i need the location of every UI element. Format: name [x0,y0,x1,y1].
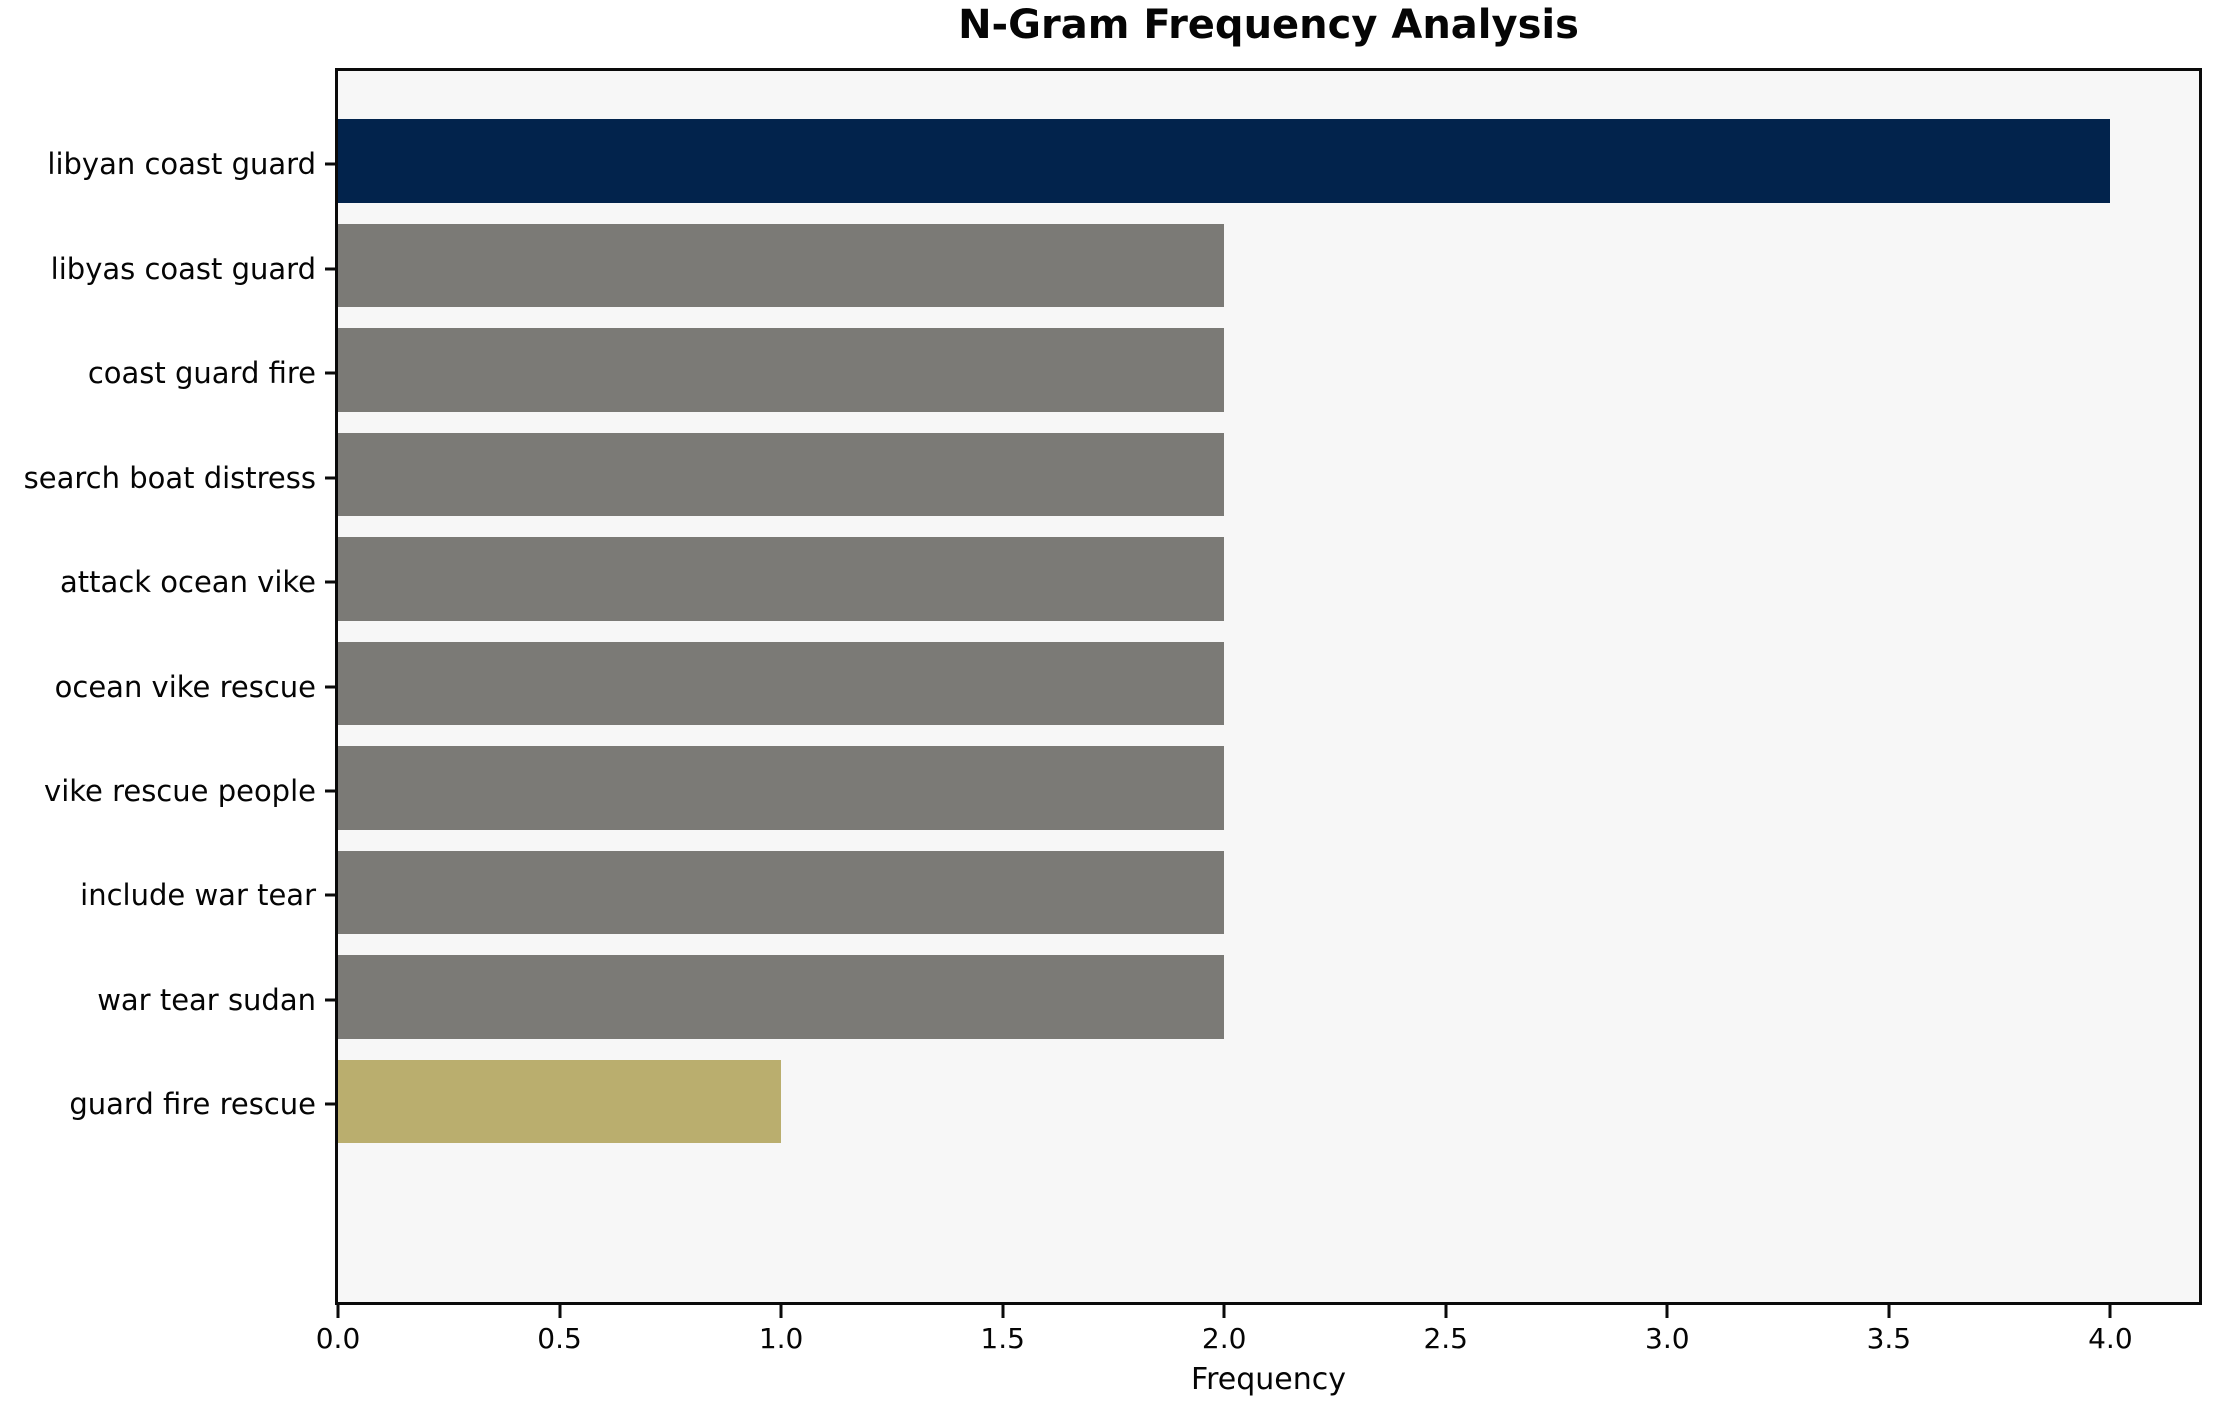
x-tick-label: 4.0 [2088,1322,2133,1355]
y-tick-label: ocean vike rescue [54,669,316,704]
x-tick-mark [779,1305,783,1318]
x-tick-mark [1222,1305,1226,1318]
x-tick-mark [558,1305,562,1318]
x-tick-label: 1.0 [758,1322,804,1355]
x-tick-mark [1887,1305,1891,1318]
y-tick-mark [325,1102,336,1106]
y-tick-label: include war tear [80,878,316,913]
x-tick-label: 2.5 [1423,1322,1468,1355]
y-tick-mark [325,267,336,270]
bar [338,537,1225,621]
y-tick-label: libyan coast guard [47,147,316,181]
x-axis-label: Frequency [1191,1362,1346,1397]
y-tick-label: search boat distress [23,460,316,495]
x-tick-label: 2.0 [1201,1322,1247,1355]
x-tick-mark [1001,1305,1005,1318]
x-tick-label: 1.5 [980,1322,1025,1355]
y-tick-label: attack ocean vike [60,565,316,599]
x-tick-label: 0.0 [315,1322,361,1355]
y-tick-mark [325,789,336,793]
chart-title: N-Gram Frequency Analysis [958,2,1579,48]
bar [338,432,1225,517]
bar [338,1059,782,1144]
y-tick-mark [325,998,336,1002]
y-tick-mark [325,893,336,897]
y-tick-mark [325,162,336,166]
y-tick-mark [325,371,336,375]
y-tick-mark [325,476,336,479]
x-tick-mark [2108,1305,2112,1318]
x-tick-mark [1444,1305,1448,1318]
x-tick-label: 3.5 [1866,1322,1912,1355]
bar [338,955,1225,1039]
y-tick-label: coast guard fire [87,356,316,390]
y-tick-label: war tear sudan [97,982,316,1017]
x-tick-mark [336,1305,340,1318]
bar [338,328,1225,412]
bar [338,119,2111,203]
bar [338,223,1225,308]
y-tick-mark [325,580,336,584]
bar [338,850,1225,935]
bar [338,641,1225,726]
x-tick-mark [1665,1305,1669,1318]
y-tick-mark [325,685,336,688]
plot-area [335,68,2202,1305]
x-tick-label: 3.0 [1645,1322,1690,1355]
y-tick-label: libyas coast guard [50,251,316,286]
y-tick-label: guard fire rescue [69,1087,316,1122]
bar [338,746,1225,830]
x-tick-label: 0.5 [537,1322,582,1355]
y-tick-label: vike rescue people [44,773,316,808]
